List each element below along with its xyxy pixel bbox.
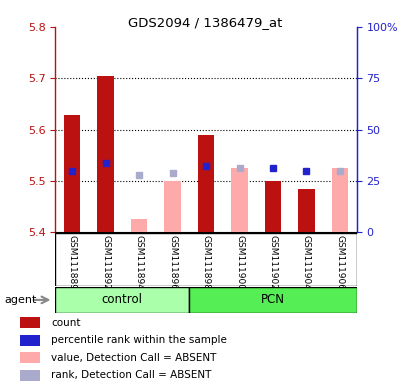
Text: GSM111892: GSM111892 xyxy=(101,235,110,290)
Text: GSM111894: GSM111894 xyxy=(134,235,143,290)
Text: rank, Detection Call = ABSENT: rank, Detection Call = ABSENT xyxy=(51,370,211,380)
Bar xyxy=(63,115,80,232)
Text: GSM111906: GSM111906 xyxy=(335,235,344,290)
Bar xyxy=(264,181,281,232)
Text: percentile rank within the sample: percentile rank within the sample xyxy=(51,335,227,345)
Bar xyxy=(297,189,314,232)
Bar xyxy=(130,220,147,232)
Text: value, Detection Call = ABSENT: value, Detection Call = ABSENT xyxy=(51,353,216,363)
Bar xyxy=(20,352,39,363)
Text: agent: agent xyxy=(4,295,36,305)
Bar xyxy=(20,335,39,346)
Bar xyxy=(55,287,189,313)
Text: GSM111889: GSM111889 xyxy=(67,235,76,290)
Bar xyxy=(331,168,348,232)
Bar xyxy=(231,168,247,232)
Bar xyxy=(197,135,214,232)
Text: GSM111904: GSM111904 xyxy=(301,235,310,290)
Text: PCN: PCN xyxy=(261,293,284,306)
Text: GSM111896: GSM111896 xyxy=(168,235,177,290)
Bar xyxy=(20,370,39,381)
Text: GSM111898: GSM111898 xyxy=(201,235,210,290)
Bar xyxy=(20,317,39,328)
Text: GSM111900: GSM111900 xyxy=(234,235,243,290)
Text: control: control xyxy=(101,293,142,306)
Bar xyxy=(164,181,180,232)
Bar xyxy=(97,76,114,232)
Text: GSM111902: GSM111902 xyxy=(268,235,277,290)
Text: GDS2094 / 1386479_at: GDS2094 / 1386479_at xyxy=(128,16,281,29)
Text: count: count xyxy=(51,318,81,328)
Bar xyxy=(189,287,356,313)
